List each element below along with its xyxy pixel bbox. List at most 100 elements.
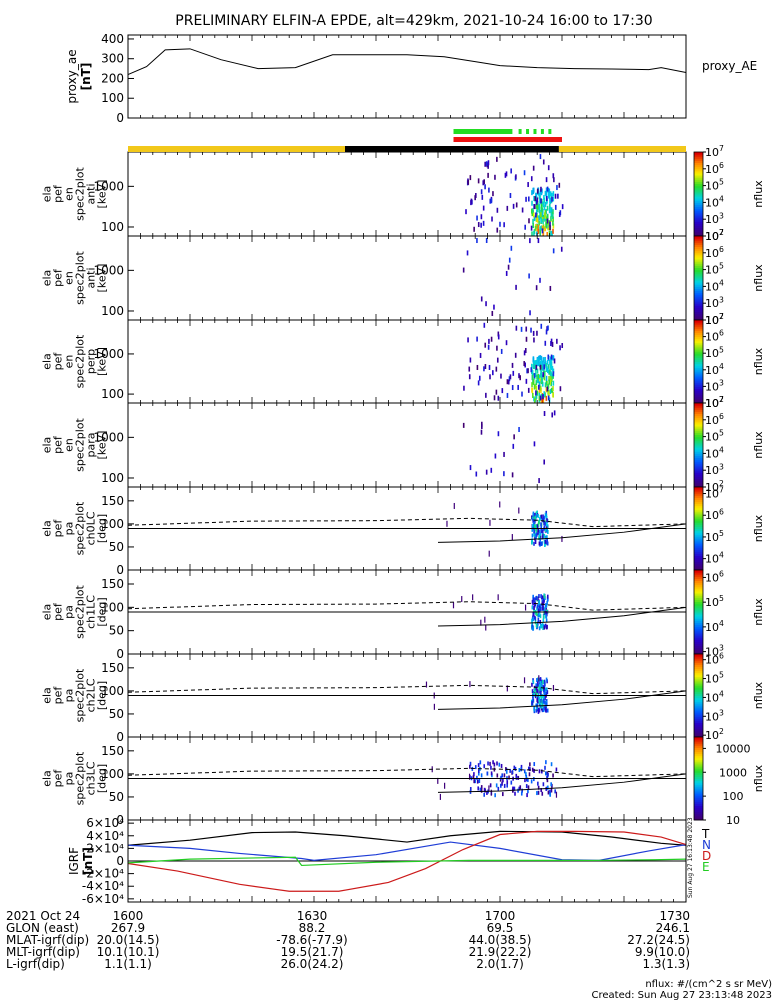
spectrogram-cell	[525, 777, 528, 782]
spectrogram-cell	[543, 370, 546, 376]
spectrogram-cell	[543, 611, 545, 616]
colorbar-cell	[694, 597, 703, 600]
ch0LC-ylabel: spec2plot	[74, 501, 87, 555]
spectrogram-cell	[523, 769, 526, 774]
spectrogram-cell	[493, 395, 496, 401]
spectrogram-cell	[487, 344, 490, 350]
colorbar-cell	[694, 489, 703, 492]
spectrogram-cell	[545, 362, 547, 368]
colorbar-cell	[694, 678, 703, 682]
colorbar-cell	[694, 614, 703, 617]
colorbar-cell	[694, 757, 703, 761]
ephemeris-cell: 2.0(1.7)	[476, 957, 524, 971]
spectrogram-cell	[531, 540, 533, 545]
spectrogram-cell	[541, 225, 544, 231]
spectrogram-cell	[535, 364, 538, 370]
spectrogram-cell	[550, 387, 553, 393]
colorbar-cell	[694, 578, 703, 581]
spectrogram-cell	[444, 782, 446, 789]
ch0LC-ylabel: pef	[52, 519, 65, 538]
spectrogram-cell	[524, 224, 526, 230]
spectrogram-cell	[547, 354, 550, 360]
loss-cone-lower	[437, 773, 687, 793]
ant-ylabel: [keV]	[96, 180, 109, 209]
spectrogram-cell	[484, 161, 486, 167]
spectrogram-cell	[539, 378, 541, 384]
spectrogram-cell	[535, 285, 538, 291]
colorbar-cell	[694, 493, 703, 496]
colorbar-cell	[694, 503, 703, 507]
spectrogram-cell	[537, 707, 540, 712]
colorbar-cell	[694, 296, 703, 300]
colorbar-cell	[694, 576, 703, 579]
colorbar-tick-label: 105	[705, 178, 724, 193]
spectrogram-cell	[544, 695, 546, 700]
spectrogram-cell	[552, 220, 554, 226]
spectrogram-cell	[552, 191, 555, 197]
spectrogram-cell	[517, 775, 520, 780]
colorbar-cell	[694, 384, 703, 387]
spectrogram-cell	[541, 206, 543, 212]
colorbar-cell	[694, 215, 703, 218]
spectrogram-cell	[531, 533, 534, 538]
y-tick-label: 100	[101, 304, 124, 318]
colorbar-cell	[694, 751, 703, 755]
colorbar-cell	[694, 570, 703, 573]
colorbar-cell	[694, 363, 703, 367]
spectrogram-cell	[509, 374, 512, 380]
colorbar-cell	[694, 411, 703, 414]
spectrogram-cell	[532, 523, 534, 528]
spectrogram-cell	[487, 160, 490, 166]
spectrogram-cell	[543, 625, 546, 630]
colorbar-cell	[694, 580, 703, 584]
spectrogram-cell	[548, 194, 551, 200]
spectrogram-cell	[477, 763, 480, 768]
spectrogram-cell	[540, 529, 543, 534]
spectrogram-cell	[544, 706, 546, 711]
spectrogram-cell	[533, 521, 535, 526]
colorbar-cell	[694, 799, 703, 802]
spectrogram-cell	[521, 788, 523, 793]
spectrogram-cell	[532, 223, 535, 229]
ch3LC-ylabel: ch3LC	[85, 761, 98, 795]
colorbar-cell	[694, 365, 703, 369]
colorbar-tick-label: 105	[705, 594, 724, 609]
colorbar-cell	[694, 616, 703, 619]
spectrogram-cell	[541, 704, 543, 709]
spectrogram-cell	[490, 467, 493, 473]
spectrogram-cell	[543, 607, 546, 612]
spectrogram-cell	[544, 521, 547, 526]
spectrogram-cell	[538, 358, 540, 364]
colorbar-cell	[694, 299, 703, 302]
spectrogram-cell	[545, 187, 548, 193]
spectrogram-cell	[509, 193, 512, 199]
colorbar-tick-label: 103	[705, 462, 724, 477]
spectrogram-cell	[483, 764, 486, 769]
colorbar-label: nflux	[752, 598, 765, 626]
panel-bg	[128, 152, 686, 236]
spectrogram-cell	[535, 532, 538, 537]
spectrogram-cell	[478, 769, 480, 774]
colorbar-cell	[694, 242, 703, 245]
colorbar-cell	[694, 637, 703, 640]
colorbar-cell	[694, 641, 703, 644]
spectrogram-cell	[501, 388, 504, 394]
spectrogram-cell	[539, 541, 542, 546]
spectrogram-cell	[492, 191, 494, 197]
spectrogram-cell	[543, 521, 545, 526]
colorbar-cell	[694, 301, 703, 304]
spectrogram-cell	[542, 357, 545, 363]
spectrogram-cell	[533, 396, 535, 402]
colorbar-cell	[694, 307, 703, 310]
igrf-legend-N: N	[702, 838, 711, 852]
spectrogram-cell	[515, 775, 518, 780]
spectrogram-cell	[543, 459, 546, 465]
spectrogram-cell	[469, 465, 472, 471]
spectrogram-cell	[501, 773, 504, 778]
spectrogram-cell	[552, 392, 554, 398]
spectrogram-cell	[476, 215, 478, 221]
spectrogram-cell	[548, 376, 550, 382]
spectrogram-cell	[511, 362, 514, 368]
colorbar-cell	[694, 670, 703, 674]
